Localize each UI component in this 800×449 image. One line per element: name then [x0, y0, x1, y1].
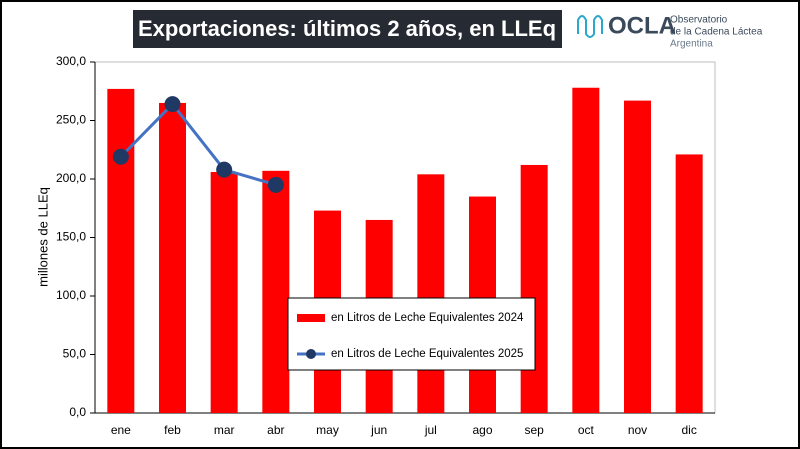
bar [210, 171, 238, 413]
x-tick-label: abr [267, 423, 284, 437]
legend-swatch [306, 349, 316, 359]
x-tick-label: dic [681, 423, 696, 437]
x-tick-label: jul [424, 423, 437, 437]
marker [112, 148, 129, 165]
y-tick-label: 150,0 [56, 230, 86, 244]
bar [159, 102, 186, 413]
x-tick-label: nov [628, 423, 647, 437]
y-tick-label: 200,0 [56, 171, 86, 185]
bar [572, 87, 600, 414]
marker [267, 176, 284, 193]
x-tick-label: may [316, 423, 339, 437]
line [119, 101, 277, 187]
logo-text: Argentina [670, 39, 713, 50]
x-tick-label: ago [472, 423, 492, 437]
y-tick-label: 0,0 [69, 405, 86, 419]
x-tick-label: ene [111, 423, 131, 437]
x-tick-label: feb [164, 423, 181, 437]
legend-swatch [297, 314, 325, 322]
x-tick-label: sep [524, 423, 544, 437]
y-tick-label: 300,0 [56, 54, 86, 68]
bar [107, 88, 135, 413]
bar [520, 164, 548, 413]
logo-icon [577, 15, 603, 38]
logo-name: OCLA [608, 12, 676, 39]
title-box [133, 10, 562, 48]
logo-text: de la Cadena Láctea [670, 27, 763, 38]
x-tick-label: mar [214, 423, 235, 437]
x-tick-label: oct [578, 423, 595, 437]
bar [417, 174, 445, 413]
x-tick-label: jun [370, 423, 387, 437]
legend-label: en Litros de Leche Equivalentes 2024 [331, 312, 524, 324]
y-tick-label: 250,0 [56, 113, 86, 127]
y-axis-label: millones de LLEq [35, 187, 50, 287]
bar [624, 100, 651, 414]
legend [287, 297, 536, 371]
y-tick-label: 50,0 [63, 347, 87, 361]
y-tick-label: 100,0 [56, 288, 86, 302]
marker [164, 96, 181, 113]
chart-title: Exportaciones: últimos 2 años, en LLEq [138, 16, 556, 41]
bar [262, 170, 290, 413]
marker [216, 161, 233, 178]
bar [675, 154, 703, 413]
logo-text: Observatorio [670, 15, 728, 26]
legend-label: en Litros de Leche Equivalentes 2025 [331, 348, 523, 360]
